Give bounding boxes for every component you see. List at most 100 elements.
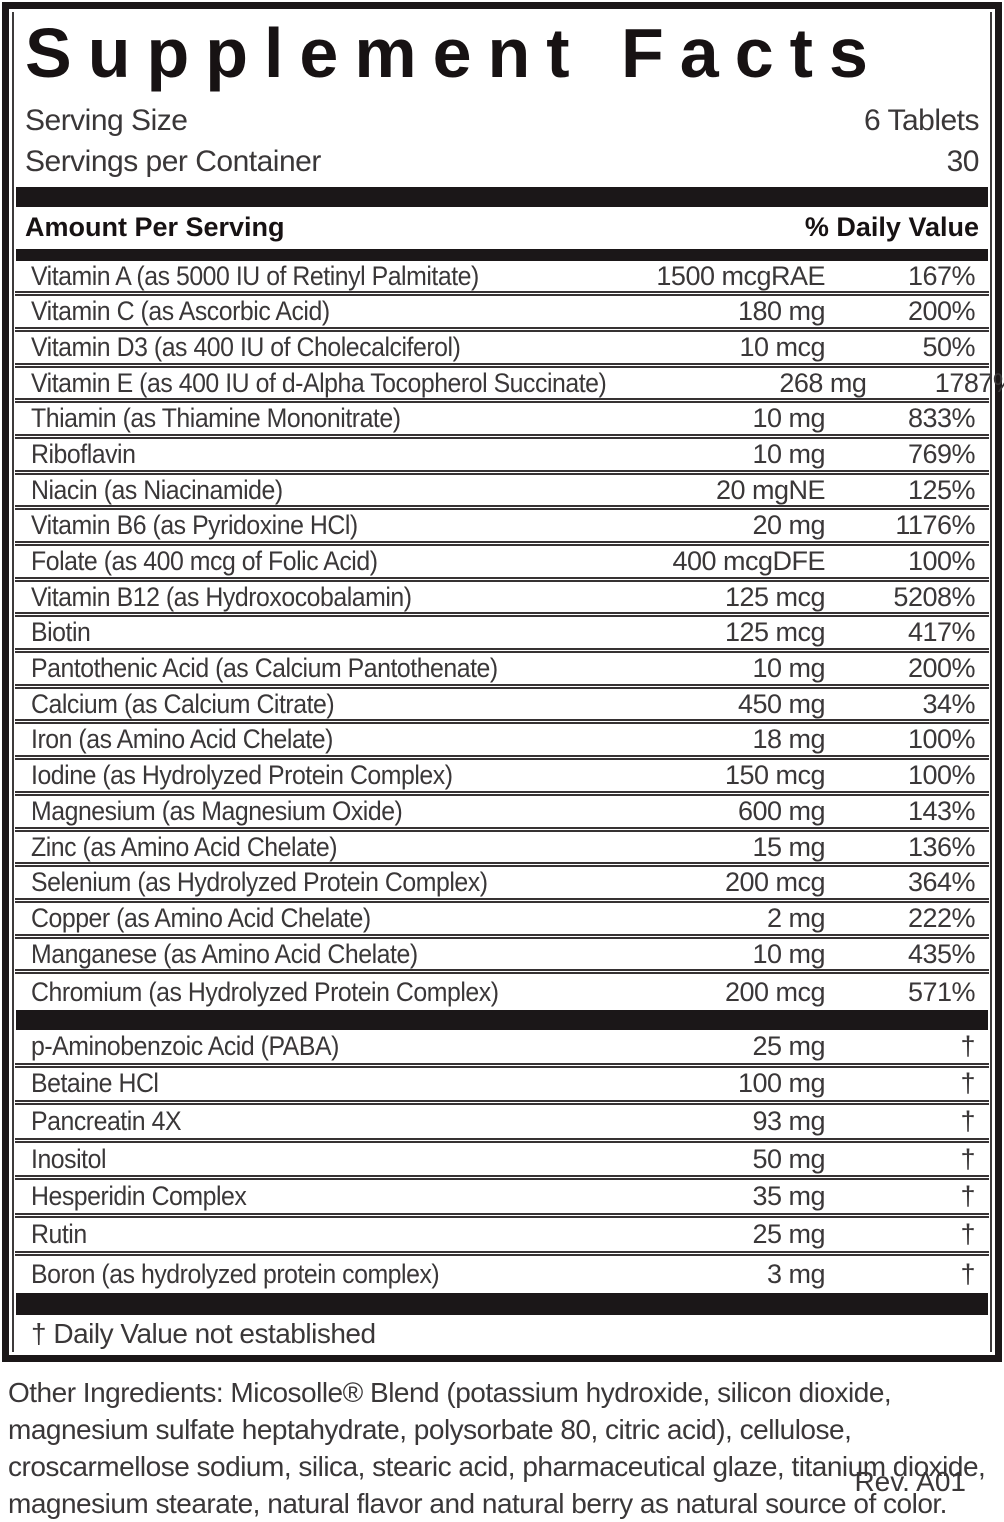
- ingredient-name: Hesperidin Complex: [31, 1181, 247, 1212]
- ingredient-daily-value: †: [960, 1030, 975, 1061]
- table-row: Magnesium (as Magnesium Oxide) 600 mg 14…: [15, 796, 989, 832]
- ingredient-daily-value: 50%: [922, 331, 975, 362]
- ingredient-name: Iron (as Amino Acid Chelate): [31, 724, 333, 755]
- ingredient-amount: 93 mg: [752, 1105, 825, 1136]
- nutrient-table: Vitamin A (as 5000 IU of Retinyl Palmita…: [15, 261, 1004, 1010]
- ingredient-daily-value: †: [960, 1105, 975, 1136]
- ingredient-daily-value: †: [960, 1258, 975, 1289]
- table-row: Chromium (as Hydrolyzed Protein Complex)…: [15, 974, 989, 1010]
- ingredient-daily-value: 769%: [907, 438, 976, 469]
- ingredient-name: Riboflavin: [31, 438, 136, 469]
- ingredient-daily-value: 435%: [907, 938, 976, 969]
- serving-size-row: Serving Size 6 Tablets: [25, 101, 980, 142]
- ingredient-daily-value: 136%: [907, 831, 976, 862]
- table-row: Pantothenic Acid (as Calcium Pantothenat…: [15, 653, 989, 689]
- ingredient-amount: 180 mg: [737, 296, 826, 327]
- ingredient-amount: 35 mg: [752, 1181, 825, 1212]
- table-row: Inositol 50 mg †: [15, 1143, 989, 1181]
- ingredient-daily-value: 100%: [907, 546, 976, 576]
- table-row: Vitamin A (as 5000 IU of Retinyl Palmita…: [15, 261, 989, 297]
- table-row: Betaine HCl 100 mg †: [15, 1068, 989, 1106]
- panel-title: Supplement Facts: [25, 14, 884, 92]
- ingredient-amount: 2 mg: [766, 902, 826, 933]
- ingredient-name: p-Aminobenzoic Acid (PABA): [31, 1030, 339, 1061]
- ingredient-daily-value: 200%: [907, 653, 976, 684]
- ingredient-daily-value: 5208%: [893, 581, 975, 612]
- ingredient-daily-value: 200%: [907, 296, 976, 327]
- ingredient-name: Copper (as Amino Acid Chelate): [31, 902, 371, 933]
- ingredient-amount: 18 mg: [752, 724, 825, 755]
- table-row: Vitamin E (as 400 IU of d-Alpha Tocopher…: [15, 367, 1004, 404]
- ingredient-amount: 1500 mcgRAE: [656, 260, 825, 291]
- table-row: Copper (as Amino Acid Chelate) 2 mg 222%: [15, 903, 989, 939]
- table-row: Hesperidin Complex 35 mg †: [15, 1180, 989, 1218]
- ingredient-name: Vitamin B6 (as Pyridoxine HCl): [31, 510, 358, 541]
- ingredient-daily-value: 34%: [922, 688, 975, 719]
- ingredient-name: Thiamin (as Thiamine Mononitrate): [31, 403, 401, 434]
- ingredient-name: Pancreatin 4X: [31, 1105, 182, 1136]
- table-row: Folate (as 400 mcg of Folic Acid) 400 mc…: [15, 546, 989, 582]
- ingredient-amount: 200 mcg: [724, 976, 826, 1007]
- supplement-facts-panel: Supplement Facts Serving Size 6 Tablets …: [2, 2, 1004, 1362]
- revision-code: Rev. A01: [854, 1466, 966, 1497]
- ingredient-name: Manganese (as Amino Acid Chelate): [31, 938, 418, 969]
- ingredient-name: Zinc (as Amino Acid Chelate): [31, 831, 338, 862]
- ingredient-daily-value: 417%: [907, 617, 976, 648]
- ingredient-amount: 125 mcg: [724, 581, 826, 612]
- ingredient-amount: 20 mg: [752, 510, 825, 541]
- ingredient-name: Pantothenic Acid (as Calcium Pantothenat…: [31, 653, 498, 684]
- table-row: Calcium (as Calcium Citrate) 450 mg 34%: [15, 689, 989, 725]
- servings-per-container-row: Servings per Container 30: [25, 142, 980, 183]
- ingredient-amount: 200 mcg: [724, 867, 826, 898]
- divider-bar-header: [16, 248, 988, 261]
- divider-bar-middle: [16, 1009, 988, 1030]
- ingredient-amount: 150 mcg: [724, 760, 826, 791]
- amount-per-serving-header: Amount Per Serving: [25, 212, 285, 242]
- serving-size-label: Serving Size: [25, 104, 188, 137]
- divider-bar-bottom: [16, 1293, 988, 1316]
- serving-size-value: 6 Tablets: [863, 104, 980, 137]
- ingredient-amount: 125 mcg: [724, 617, 826, 648]
- ingredient-daily-value: †: [960, 1068, 975, 1099]
- divider-bar-top: [16, 186, 988, 207]
- ingredient-daily-value: †: [960, 1143, 975, 1174]
- column-headers: Amount Per Serving % Daily Value: [15, 207, 989, 249]
- ingredient-daily-value: 571%: [907, 976, 976, 1007]
- ingredient-name: Selenium (as Hydrolyzed Protein Complex): [31, 867, 488, 898]
- ingredient-daily-value: 100%: [907, 724, 976, 755]
- ingredient-amount: 400 mcgDFE: [672, 546, 825, 576]
- ingredient-name: Vitamin E (as 400 IU of d-Alpha Tocopher…: [31, 367, 607, 398]
- table-row: Iodine (as Hydrolyzed Protein Complex) 1…: [15, 760, 989, 796]
- ingredient-daily-value: 143%: [907, 795, 976, 826]
- ingredient-amount: 25 mg: [752, 1030, 825, 1061]
- ingredient-name: Folate (as 400 mcg of Folic Acid): [31, 546, 378, 576]
- table-row: Vitamin B6 (as Pyridoxine HCl) 20 mg 117…: [15, 510, 989, 546]
- ingredient-daily-value: 125%: [907, 474, 976, 505]
- ingredient-daily-value: †: [960, 1181, 975, 1212]
- ingredient-amount: 20 mgNE: [715, 474, 826, 505]
- ingredient-name: Chromium (as Hydrolyzed Protein Complex): [31, 976, 499, 1007]
- ingredient-name: Rutin: [31, 1218, 87, 1249]
- ingredient-daily-value: 1787%: [934, 367, 1004, 398]
- ingredient-name: Betaine HCl: [31, 1068, 159, 1099]
- ingredient-name: Magnesium (as Magnesium Oxide): [31, 795, 403, 826]
- ingredient-name: Vitamin A (as 5000 IU of Retinyl Palmita…: [31, 260, 479, 291]
- table-row: p-Aminobenzoic Acid (PABA) 25 mg †: [15, 1030, 989, 1068]
- ingredient-name: Inositol: [31, 1143, 107, 1174]
- ingredient-amount: 10 mg: [752, 403, 825, 434]
- non-dv-table: p-Aminobenzoic Acid (PABA) 25 mg † Betai…: [15, 1030, 989, 1293]
- table-row: Biotin 125 mcg 417%: [15, 617, 989, 654]
- table-row: Rutin 25 mg †: [15, 1218, 989, 1256]
- table-row: Manganese (as Amino Acid Chelate) 10 mg …: [15, 939, 989, 975]
- ingredient-amount: 268 mg: [779, 367, 867, 398]
- table-row: Riboflavin 10 mg 769%: [15, 439, 989, 475]
- table-row: Vitamin C (as Ascorbic Acid) 180 mg 200%: [15, 296, 989, 332]
- ingredient-amount: 50 mg: [752, 1143, 825, 1174]
- table-row: Iron (as Amino Acid Chelate) 18 mg 100%: [15, 724, 989, 761]
- ingredient-daily-value: 1176%: [895, 510, 975, 541]
- ingredient-amount: 10 mg: [752, 438, 825, 469]
- ingredient-amount: 15 mg: [752, 831, 825, 862]
- ingredient-amount: 10 mcg: [739, 331, 825, 362]
- ingredient-name: Iodine (as Hydrolyzed Protein Complex): [31, 760, 453, 791]
- table-row: Thiamin (as Thiamine Mononitrate) 10 mg …: [15, 403, 989, 439]
